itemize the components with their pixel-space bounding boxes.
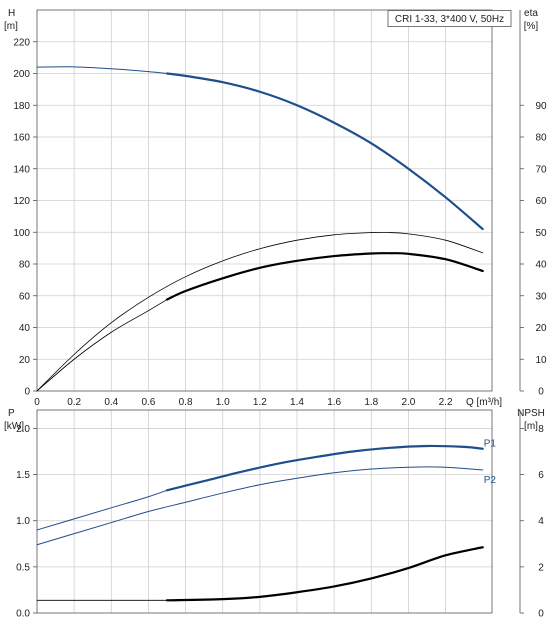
right-axis-tick-label: 0 — [538, 609, 544, 620]
left-axis-tick-label: 80 — [19, 260, 31, 271]
series-line-0-0 — [36, 66, 168, 74]
right-axis-tick-label: 40 — [535, 260, 547, 271]
x-axis-tick-label: 0.8 — [179, 397, 193, 408]
left-axis-title: H — [8, 8, 15, 19]
x-axis-tick-label: 0 — [34, 397, 40, 408]
right-axis-tick-label: 8 — [538, 424, 544, 435]
left-axis-tick-label: 160 — [13, 133, 30, 144]
left-axis-tick-label: 1.5 — [16, 470, 30, 481]
left-axis-tick-label: 100 — [13, 228, 30, 239]
right-axis-tick-label: 0 — [538, 387, 544, 398]
left-axis-tick-label: 120 — [13, 196, 30, 207]
right-axis-tick-label: 50 — [535, 228, 547, 239]
left-axis-tick-label: 0 — [24, 387, 30, 398]
right-axis-unit: [m] — [524, 421, 538, 432]
x-axis-tick-label: 0.2 — [67, 397, 81, 408]
right-axis-tick-label: 70 — [535, 164, 547, 175]
right-axis-tick-label: 20 — [535, 323, 547, 334]
left-axis-tick-label: 0.0 — [16, 609, 30, 620]
right-axis-tick-label: 2 — [538, 562, 544, 573]
power-npsh-panel: 0.0 0.5 1.0 1.5 2.0 0 2 4 6 8 P [kW] NPSH [m] P1 P2 — [4, 408, 545, 620]
x-axis-tick-label: 1.2 — [253, 397, 267, 408]
x-axis-tick-label: 0.4 — [104, 397, 118, 408]
x-axis-tick-label: 2.2 — [439, 397, 453, 408]
left-axis-tick-label: 140 — [13, 164, 30, 175]
x-axis-tick-label: 0.6 — [141, 397, 155, 408]
plot-frame — [36, 409, 493, 614]
series-line-0-3 — [36, 299, 168, 392]
right-axis-tick-label: 60 — [535, 196, 547, 207]
head-efficiency-panel: 0 20 40 60 80 100 120 140 160 180 200 220 0 10 20 30 40 5… — [4, 8, 547, 408]
series-line-1-4 — [165, 546, 484, 602]
left-axis-tick-label: 180 — [13, 101, 30, 112]
left-axis-tick-label: 40 — [19, 323, 31, 334]
chart-title: CRI 1-33, 3*400 V, 50Hz — [395, 14, 504, 25]
right-axis-tick-label: 10 — [535, 355, 547, 366]
right-axis-tick-label: 30 — [535, 291, 547, 302]
right-axis-title: NPSH — [517, 408, 545, 419]
left-axis-tick-label: 220 — [13, 37, 30, 48]
x-axis-tick-label: 1.4 — [290, 397, 304, 408]
right-axis-tick-label: 4 — [538, 516, 544, 527]
left-axis-unit: [m] — [4, 21, 18, 32]
series-line-0-2 — [36, 231, 484, 392]
right-axis-title: eta — [524, 8, 538, 19]
right-axis-tick-label: 6 — [538, 470, 544, 481]
right-axis-unit: [%] — [524, 21, 539, 32]
left-axis-tick-label: 1.0 — [16, 516, 30, 527]
x-axis-title: Q [m³/h] — [466, 397, 502, 408]
x-axis-tick-label: 1.8 — [364, 397, 378, 408]
chart-title-frame — [387, 10, 512, 27]
curve-label: P1 — [484, 438, 497, 449]
chart-title-box: CRI 1-33, 3*400 V, 50Hz — [387, 10, 512, 27]
series-line-1-0 — [36, 489, 168, 531]
left-axis-tick-label: 2.0 — [16, 424, 30, 435]
x-axis-tick-label: 2.0 — [401, 397, 415, 408]
x-axis-tick-label: 1.0 — [216, 397, 230, 408]
series-line-0-4 — [165, 252, 484, 301]
left-axis-unit: [kW] — [4, 421, 24, 432]
series-line-1-2 — [36, 466, 484, 546]
series-line-0-1 — [165, 72, 484, 231]
right-axis-tick-label: 80 — [535, 133, 547, 144]
left-axis-tick-label: 20 — [19, 355, 31, 366]
left-axis-tick-label: 60 — [19, 291, 31, 302]
x-axis-tick-label: 1.6 — [327, 397, 341, 408]
left-axis-title: P — [8, 408, 15, 419]
curve-label: P2 — [484, 475, 497, 486]
series-line-1-1 — [165, 444, 484, 492]
left-axis-tick-label: 0.5 — [16, 562, 30, 573]
left-axis-tick-label: 200 — [13, 69, 30, 80]
right-axis-tick-label: 90 — [535, 101, 547, 112]
